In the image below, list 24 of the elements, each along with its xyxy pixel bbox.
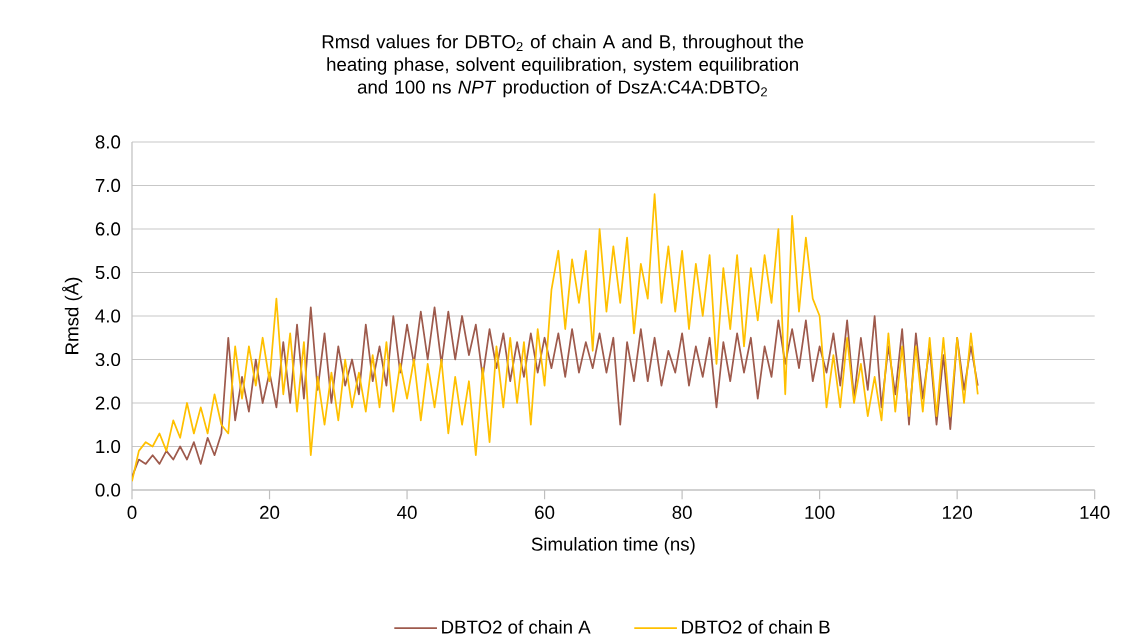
y-tick-label: 4.0 <box>95 309 121 323</box>
y-tick-label: 2.0 <box>95 396 121 410</box>
y-tick-label: 6.0 <box>95 222 121 236</box>
x-tick-label: 120 <box>943 505 972 520</box>
chart-title: Rmsd values for DBTO$_{2}$ of chain A and B, throughout the heating phase, solvent equilibration, system equilibration and 100 ns NPT production of DszA:C4A:DBTO$_{2}$ <box>322 34 804 98</box>
x-tick-label: 60 <box>535 505 555 520</box>
x-tick-label: 20 <box>260 505 280 520</box>
y-tick-label: 5.0 <box>95 265 121 280</box>
x-axis-title: Simulation time (ns) <box>531 537 695 555</box>
line-series <box>132 193 979 483</box>
x-tick-label: 140 <box>1080 505 1110 520</box>
y-tick-label: 0.0 <box>95 483 121 497</box>
y-axis-title: Rmsd (Å) <box>62 277 83 354</box>
legend-label: DBTO2 of chain A <box>442 619 591 634</box>
y-tick-label: 3.0 <box>95 352 121 367</box>
y-tick-label: 7.0 <box>95 178 121 193</box>
x-tick-label: 0 <box>127 505 137 520</box>
y-tick-label: 8.0 <box>95 135 121 149</box>
x-tick-label: 80 <box>672 505 692 520</box>
x-tick-label: 40 <box>397 505 417 520</box>
x-tick-label: 100 <box>805 505 835 520</box>
legend-label: DBTO2 of chain B <box>682 619 830 634</box>
line-series <box>132 306 979 478</box>
y-tick-label: 1.0 <box>96 439 121 454</box>
